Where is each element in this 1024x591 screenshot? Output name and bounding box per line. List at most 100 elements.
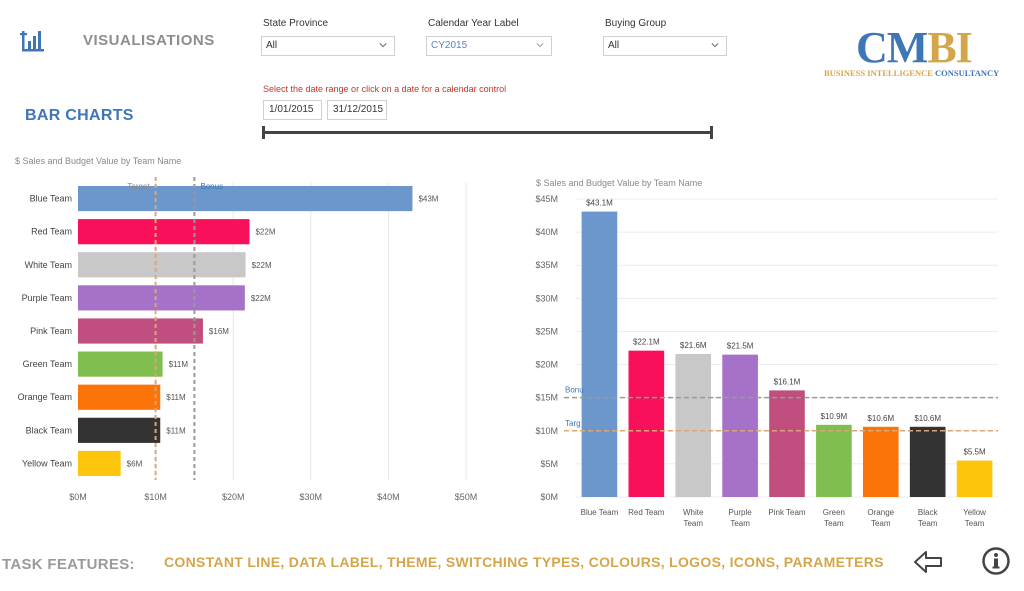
vbar-y-tick-label: $20M	[535, 360, 558, 370]
hbar-bar-red-team	[78, 219, 250, 245]
logo-letters-cm: CM	[856, 23, 928, 72]
slider-track	[264, 131, 712, 134]
state-province-value: All	[266, 40, 278, 51]
hbar-data-label-orange-team: $11M	[166, 393, 186, 402]
hbar-bar-pink-team	[78, 318, 203, 344]
hbar-bar-black-team	[78, 417, 161, 443]
hbar-category-label-yellow-team: Yellow Team	[22, 458, 72, 468]
company-logo: CMBI	[856, 23, 973, 72]
logo-subtitle: BUSINESS INTELLIGENCE CONSULTANCY	[824, 68, 999, 78]
logo-sub-consultancy: CONSULTANCY	[935, 68, 1000, 78]
vbar-data-label-yellow-team: $5.5M	[963, 448, 986, 457]
buying-group-select[interactable]: All	[603, 36, 727, 56]
vbar-constant-label-target: Targ	[565, 419, 581, 428]
vbar-category-label-yellow-team: Yellow Team	[963, 508, 986, 528]
hbar-bar-white-team	[78, 252, 246, 278]
hbar-category-label-white-team: White Team	[25, 260, 72, 270]
hbar-data-label-yellow-team: $6M	[127, 459, 143, 468]
state-province-select[interactable]: All	[261, 36, 395, 56]
vbar-y-tick-label: $10M	[535, 426, 558, 436]
hbar-category-label-pink-team: Pink Team	[30, 326, 72, 336]
hbar-category-label-purple-team: Purple Team	[22, 293, 72, 303]
date-range-hint: Select the date range or click on a date…	[263, 84, 507, 94]
horizontal-bar-chart: $ Sales and Budget Value by Team Name $0M…	[15, 156, 478, 502]
hbar-data-label-green-team: $11M	[169, 360, 189, 369]
hbar-category-label-black-team: Black Team	[26, 425, 72, 435]
calendar-year-select[interactable]: CY2015	[426, 36, 552, 56]
vbar-bar-red-team	[628, 350, 665, 497]
hbar-chart-title: $ Sales and Budget Value by Team Name	[15, 156, 181, 166]
vbar-y-tick-label: $0M	[540, 492, 558, 502]
vbar-bar-green-team	[816, 424, 852, 497]
vbar-y-tick-label: $45M	[535, 194, 558, 204]
hbar-category-label-orange-team: Orange Team	[18, 392, 72, 402]
hbar-data-label-black-team: $11M	[166, 426, 186, 435]
hbar-bar-green-team	[78, 351, 163, 377]
vbar-y-tick-label: $15M	[535, 393, 558, 403]
vbar-data-label-pink-team: $16.1M	[774, 377, 801, 386]
hbar-x-tick-label: $30M	[300, 492, 323, 502]
hbar-bar-orange-team	[78, 384, 161, 410]
vbar-bar-black-team	[909, 426, 946, 497]
filter-label-state-province: State Province	[263, 18, 329, 29]
hbar-x-tick-label: $40M	[377, 492, 400, 502]
vbar-data-label-purple-team: $21.5M	[727, 342, 754, 351]
slider-handle-end[interactable]	[710, 126, 713, 139]
end-date-input[interactable]: 31/12/2015	[327, 100, 387, 120]
hbar-data-label-pink-team: $16M	[209, 327, 229, 336]
vbar-constant-label-bonus: Bonu	[565, 386, 584, 395]
date-range-slider[interactable]	[262, 126, 714, 140]
logo-letters-bi: BI	[927, 23, 972, 72]
vbar-bar-purple-team	[722, 354, 758, 497]
hbar-bar-yellow-team	[78, 450, 121, 477]
vbar-data-label-red-team: $22.1M	[633, 338, 660, 347]
nav-title[interactable]: VISUALISATIONS	[83, 32, 215, 49]
back-arrow-icon[interactable]	[912, 548, 944, 576]
bar-chart-icon[interactable]	[20, 27, 46, 53]
vbar-bar-blue-team	[581, 211, 618, 497]
hbar-data-label-white-team: $22M	[252, 261, 272, 270]
hbar-x-tick-label: $50M	[455, 492, 478, 502]
filter-label-calendar-year: Calendar Year Label	[428, 18, 519, 29]
hbar-category-label-red-team: Red Team	[31, 227, 72, 237]
vbar-category-label-black-team: Black Team	[918, 508, 939, 528]
hbar-x-tick-label: $10M	[144, 492, 167, 502]
slider-handle-start[interactable]	[262, 126, 265, 139]
vbar-category-label-white-team: White Team	[683, 508, 704, 528]
vbar-bar-pink-team	[769, 390, 805, 497]
vbar-bar-white-team	[675, 353, 712, 497]
buying-group-value: All	[608, 40, 620, 51]
vbar-bar-yellow-team	[956, 460, 993, 497]
vbar-data-label-white-team: $21.6M	[680, 341, 707, 350]
chevron-down-icon	[379, 43, 387, 48]
start-date-input[interactable]: 1/01/2015	[263, 100, 322, 120]
vbar-category-label-pink-team: Pink Team	[768, 508, 806, 517]
hbar-constant-label-target: Target	[127, 182, 150, 191]
chevron-down-icon	[536, 43, 544, 48]
vbar-chart-title: $ Sales and Budget Value by Team Name	[536, 178, 702, 188]
page-title: BAR CHARTS	[25, 107, 134, 124]
calendar-year-value: CY2015	[431, 40, 468, 51]
vbar-data-label-green-team: $10.9M	[821, 412, 848, 421]
filter-label-buying-group: Buying Group	[605, 18, 667, 29]
hbar-constant-label-bonus: Bonus	[200, 182, 223, 191]
hbar-x-tick-label: $20M	[222, 492, 245, 502]
vbar-y-tick-label: $30M	[535, 293, 558, 303]
vbar-data-label-blue-team: $43.1M	[586, 199, 613, 208]
vbar-category-label-orange-team: Orange Team	[867, 508, 894, 528]
vbar-y-tick-label: $5M	[540, 459, 558, 469]
hbar-data-label-red-team: $22M	[255, 228, 275, 237]
hbar-bar-blue-team	[78, 185, 413, 212]
vbar-bar-orange-team	[862, 426, 899, 497]
hbar-data-label-purple-team: $22M	[251, 294, 271, 303]
hbar-category-label-green-team: Green Team	[23, 359, 72, 369]
hbar-data-label-blue-team: $43M	[418, 195, 438, 204]
vbar-category-label-purple-team: Purple Team	[729, 508, 753, 528]
vbar-category-label-red-team: Red Team	[628, 508, 665, 517]
vbar-y-tick-label: $25M	[535, 326, 558, 336]
vbar-y-tick-label: $35M	[535, 260, 558, 270]
info-icon[interactable]	[981, 546, 1011, 576]
task-features-list: CONSTANT LINE, DATA LABEL, THEME, SWITCH…	[164, 554, 884, 570]
vbar-category-label-blue-team: Blue Team	[581, 508, 619, 517]
hbar-bar-purple-team	[78, 285, 245, 311]
